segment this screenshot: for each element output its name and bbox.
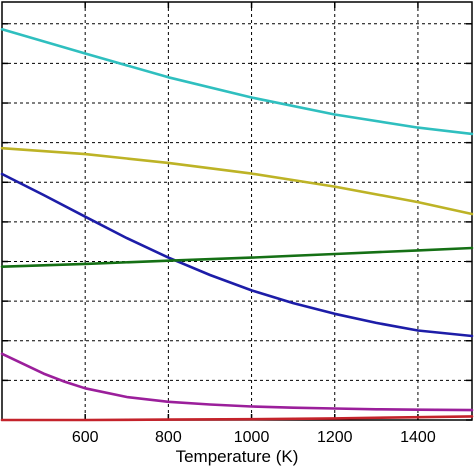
series-line-5	[0, 415, 474, 422]
x-axis-label: Temperature (K)	[176, 447, 299, 466]
series-line-3	[0, 246, 474, 269]
series-line-4	[0, 352, 474, 412]
x-tick-label-2: 1000	[234, 429, 270, 446]
x-tick-label-1: 800	[155, 429, 182, 446]
series-line-2	[0, 172, 474, 338]
x-tick-labels: 600 800 1000 1200 1400	[72, 429, 436, 446]
x-tick-label-0: 600	[72, 429, 99, 446]
series-lines	[0, 27, 474, 422]
series-line-1	[0, 146, 474, 216]
x-tick-label-4: 1400	[400, 429, 436, 446]
series-line-0	[0, 27, 474, 136]
x-tick-label-3: 1200	[317, 429, 353, 446]
